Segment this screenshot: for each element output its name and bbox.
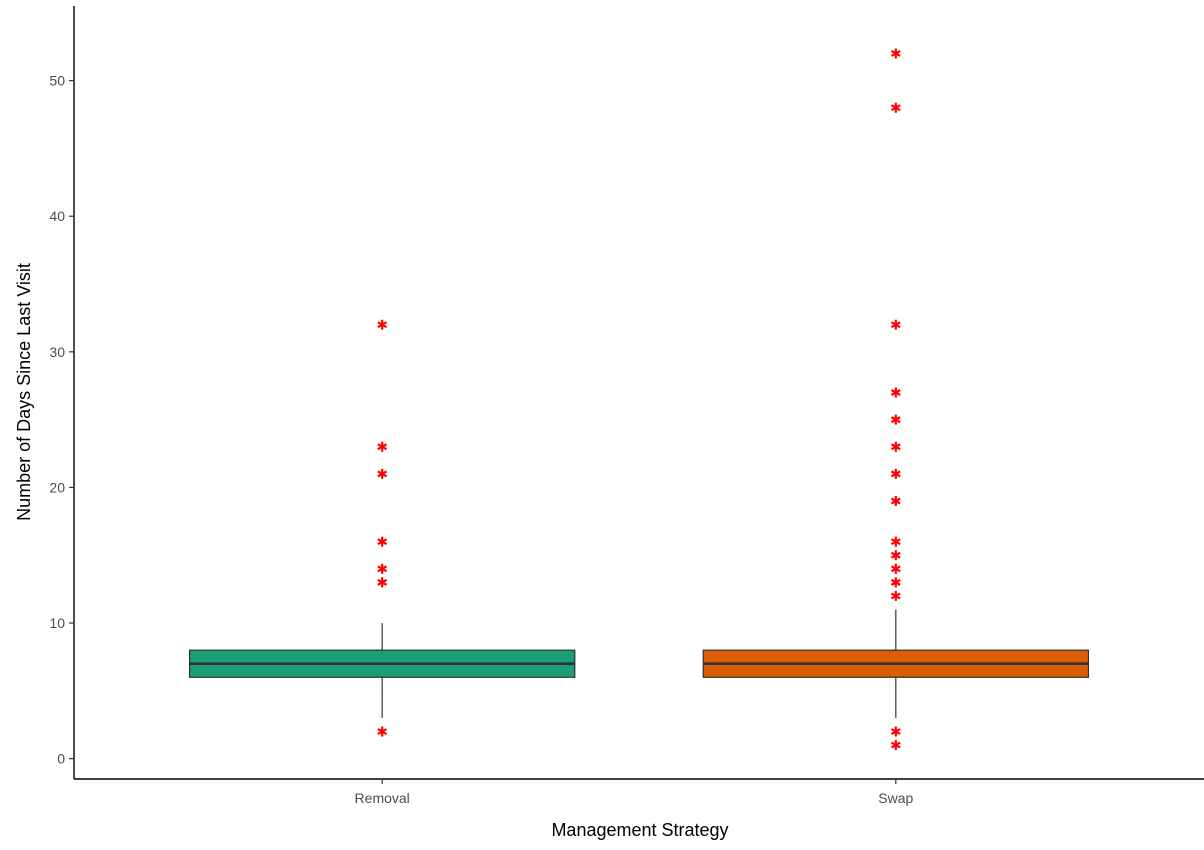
outlier-stroke <box>890 389 901 396</box>
x-tick-label: Swap <box>878 790 913 806</box>
y-axis-ticks: 0 10 20 30 40 50 <box>49 73 74 767</box>
outlier-stroke <box>890 565 901 573</box>
outlier-point-swap <box>890 468 901 479</box>
y-axis-title: Number of Days Since Last Visit <box>14 263 34 521</box>
outlier-point-swap <box>890 577 901 588</box>
plot-area <box>188 48 1090 751</box>
outlier-point-swap <box>890 590 901 601</box>
x-tick-label: Removal <box>355 790 410 806</box>
outlier-stroke <box>377 538 388 546</box>
x-axis-ticks: Removal Swap <box>355 779 914 806</box>
outlier-stroke <box>890 470 901 478</box>
outlier-point-swap <box>890 550 901 561</box>
outlier-stroke <box>377 470 388 478</box>
outlier-point-swap <box>890 495 901 506</box>
outlier-stroke <box>377 578 388 586</box>
outlier-stroke <box>377 565 388 573</box>
outlier-point-removal <box>377 468 388 479</box>
outlier-stroke <box>377 321 388 329</box>
outlier-stroke <box>890 50 901 57</box>
outlier-stroke <box>890 592 901 600</box>
outlier-point-swap <box>890 563 901 574</box>
outlier-point-swap <box>890 726 901 737</box>
outlier-point-removal <box>377 726 388 737</box>
outlier-point-swap <box>890 48 901 59</box>
outlier-stroke <box>377 728 388 735</box>
outlier-point-swap <box>890 319 901 330</box>
y-tick-label: 10 <box>49 615 65 631</box>
outlier-stroke <box>890 551 901 559</box>
outlier-stroke <box>890 497 901 505</box>
outlier-point-swap <box>890 740 901 751</box>
outlier-point-removal <box>377 563 388 574</box>
outlier-point-swap <box>890 387 901 398</box>
outlier-point-removal <box>377 319 388 330</box>
outlier-stroke <box>377 443 388 451</box>
outlier-point-removal <box>377 577 388 588</box>
outlier-point-removal <box>377 441 388 452</box>
x-axis-title: Management Strategy <box>551 820 728 840</box>
outlier-stroke <box>890 741 901 749</box>
outlier-stroke <box>890 728 901 735</box>
outlier-point-swap <box>890 536 901 547</box>
outlier-point-swap <box>890 414 901 425</box>
outlier-stroke <box>890 578 901 586</box>
y-tick-label: 0 <box>57 751 65 767</box>
outlier-stroke <box>890 443 901 451</box>
outlier-stroke <box>890 416 901 424</box>
outlier-point-swap <box>890 102 901 113</box>
y-tick-label: 20 <box>49 479 65 495</box>
outlier-point-swap <box>890 441 901 452</box>
y-tick-label: 50 <box>49 73 65 89</box>
y-tick-label: 30 <box>49 344 65 360</box>
outlier-point-removal <box>377 536 388 547</box>
y-tick-label: 40 <box>49 208 65 224</box>
outlier-stroke <box>890 104 901 112</box>
outlier-stroke <box>890 321 901 329</box>
outlier-stroke <box>890 538 901 546</box>
